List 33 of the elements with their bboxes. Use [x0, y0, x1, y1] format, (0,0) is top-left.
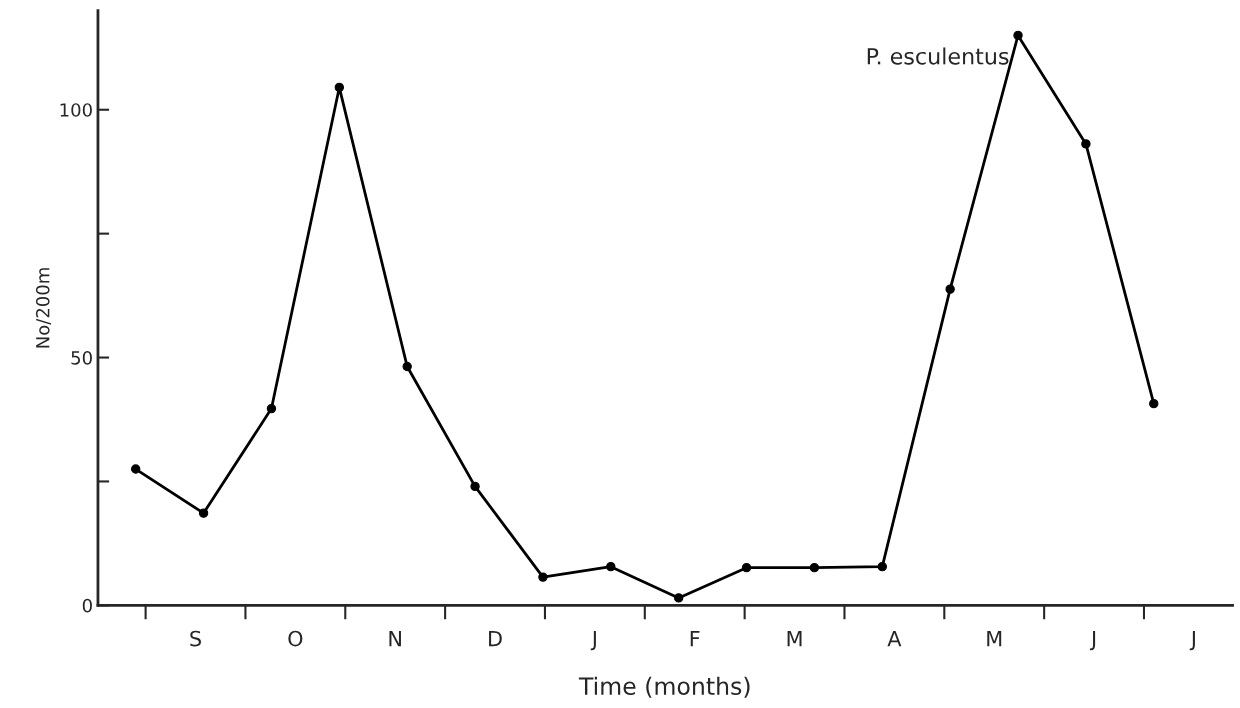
text: O [288, 630, 303, 647]
point [809, 562, 820, 573]
point [334, 82, 344, 93]
y-tick-label: 50 [71, 351, 92, 365]
text: J [1089, 630, 1096, 651]
text: N [389, 630, 401, 647]
point [131, 464, 141, 474]
text: A [887, 630, 902, 647]
text: F [690, 630, 700, 647]
point [741, 562, 752, 573]
point [673, 593, 684, 603]
text: J [590, 630, 596, 651]
text: M [987, 630, 1002, 647]
point [402, 361, 412, 372]
point [1081, 139, 1091, 149]
point [266, 403, 277, 414]
y-tick-label: 100 [60, 103, 92, 117]
point [1149, 398, 1159, 409]
point [877, 562, 887, 572]
text: J [1189, 630, 1195, 651]
point [1013, 30, 1023, 41]
y-tick-label: 0 [82, 598, 92, 613]
point [538, 572, 548, 582]
text: S [190, 630, 201, 647]
point [945, 284, 955, 294]
point [606, 562, 616, 572]
point [198, 508, 209, 518]
y-axis-title: No/200m [35, 268, 51, 348]
x-axis-title: Time (months) [578, 676, 750, 698]
text: M [787, 630, 802, 647]
text: P. esculentus [867, 47, 1009, 65]
point [470, 481, 480, 492]
text: D [489, 630, 502, 647]
